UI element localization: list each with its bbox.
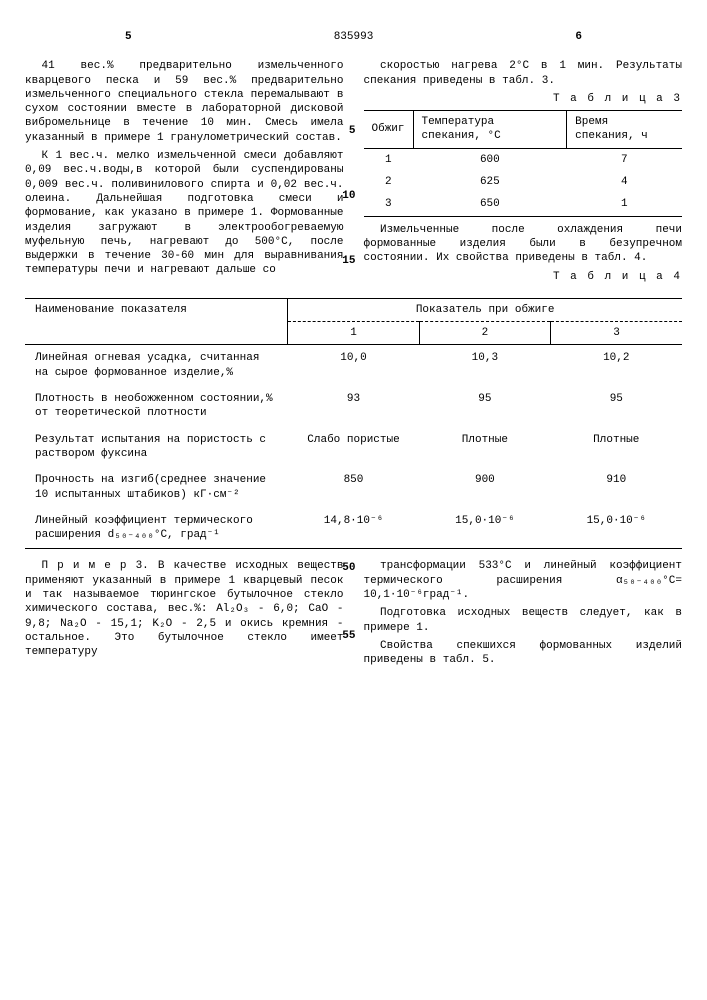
lower-right: трансформации 533°С и линейный коэффицие… [364, 559, 683, 671]
table-4: Наименование показателя Показатель при о… [25, 298, 682, 550]
t4-c3: 3 [551, 322, 682, 345]
t4-c1: 1 [288, 322, 419, 345]
para-r3: трансформации 533°С и линейный коэффицие… [364, 559, 683, 602]
para-2: К 1 вес.ч. мелко измельченной смеси доба… [25, 149, 344, 278]
t3-h1: Обжиг [364, 111, 414, 149]
page-number-right: 6 [575, 30, 582, 44]
page-number-left: 5 [125, 30, 132, 44]
right-column: скоростью нагрева 2°С в 1 мин. Результат… [364, 59, 683, 288]
para-r1: скоростью нагрева 2°С в 1 мин. Результат… [364, 59, 683, 88]
t3-row: 1 600 7 [364, 148, 683, 171]
t3-row: 2 625 4 [364, 171, 683, 193]
t4-row: Результат испытания на пористость с раст… [25, 427, 682, 468]
upper-columns: 41 вес.% предварительно измельченного кв… [25, 59, 682, 288]
document-number: 835993 [132, 30, 576, 44]
table3-label: Т а б л и ц а 3 [364, 92, 683, 106]
t3-h2: Температура спекания, °С [413, 111, 567, 149]
t4-c2: 2 [419, 322, 550, 345]
line-marker-5: 5 [349, 124, 356, 138]
t4-row: Линейный коэффициент термического расшир… [25, 508, 682, 549]
para-r2: Измельченные после охлаждения печи формо… [364, 223, 683, 266]
lower-left: П р и м е р 3. В качестве исходных вещес… [25, 559, 344, 671]
table4-label: Т а б л и ц а 4 [364, 270, 683, 284]
line-marker-50: 50 [342, 561, 355, 575]
t4-index-header: Показатель при обжиге [288, 298, 682, 321]
t4-row: Прочность на изгиб(среднее значение 10 и… [25, 467, 682, 508]
table-3: Обжиг Температура спекания, °С Время спе… [364, 110, 683, 216]
t4-row: Линейная огневая усадка, считанная на сы… [25, 345, 682, 386]
page-header: 5 835993 6 [25, 30, 682, 44]
line-marker-15: 15 [342, 254, 355, 268]
t3-row: 3 650 1 [364, 193, 683, 216]
para-1: 41 вес.% предварительно измельченного кв… [25, 59, 344, 145]
para-r5: Свойства спекшихся формованных изделий п… [364, 639, 683, 668]
para-r4: Подготовка исходных веществ следует, как… [364, 606, 683, 635]
para-ex3: П р и м е р 3. В качестве исходных вещес… [25, 559, 344, 659]
t4-row: Плотность в необожженном состоянии,% от … [25, 386, 682, 427]
left-column: 41 вес.% предварительно измельченного кв… [25, 59, 344, 288]
lower-columns: П р и м е р 3. В качестве исходных вещес… [25, 559, 682, 671]
t3-h3: Время спекания, ч [567, 111, 682, 149]
line-marker-10: 10 [342, 189, 355, 203]
t4-name-header: Наименование показателя [25, 298, 288, 345]
line-marker-55: 55 [342, 629, 355, 643]
